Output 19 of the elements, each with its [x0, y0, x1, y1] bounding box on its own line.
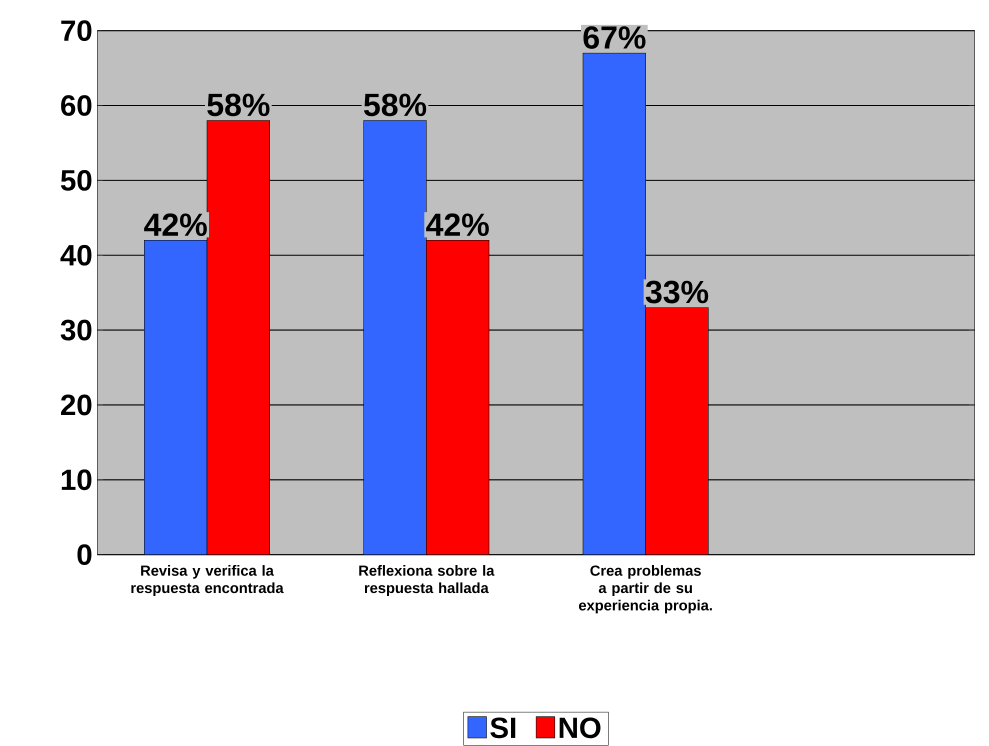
data-label: 58% — [207, 94, 270, 116]
y-tick-label: 0 — [77, 544, 92, 566]
y-tick-label: 50 — [60, 170, 92, 192]
y-tick-label: 30 — [60, 320, 92, 341]
y-tick-label: 20 — [61, 394, 92, 416]
y-tick-label: 40 — [60, 245, 92, 266]
data-label: 42% — [426, 214, 489, 236]
x-tick-label: Crea problemas a partir de su experiencia propia. — [578, 565, 712, 614]
y-tick-label: 60 — [61, 95, 92, 116]
data-label: 58% — [364, 94, 426, 116]
x-tick-label: Revisa y verifica la respuesta encontrada — [131, 565, 284, 596]
data-label: 33% — [646, 280, 708, 304]
x-tick-label: Reflexiona sobre la respuesta hallada — [359, 565, 494, 596]
legend-label: SI — [490, 718, 516, 738]
data-label: 42% — [144, 214, 207, 236]
legend-label: NO — [560, 718, 600, 738]
data-label: 67% — [583, 26, 646, 50]
y-tick-label: 10 — [62, 470, 92, 490]
y-tick-label: 70 — [61, 20, 92, 42]
